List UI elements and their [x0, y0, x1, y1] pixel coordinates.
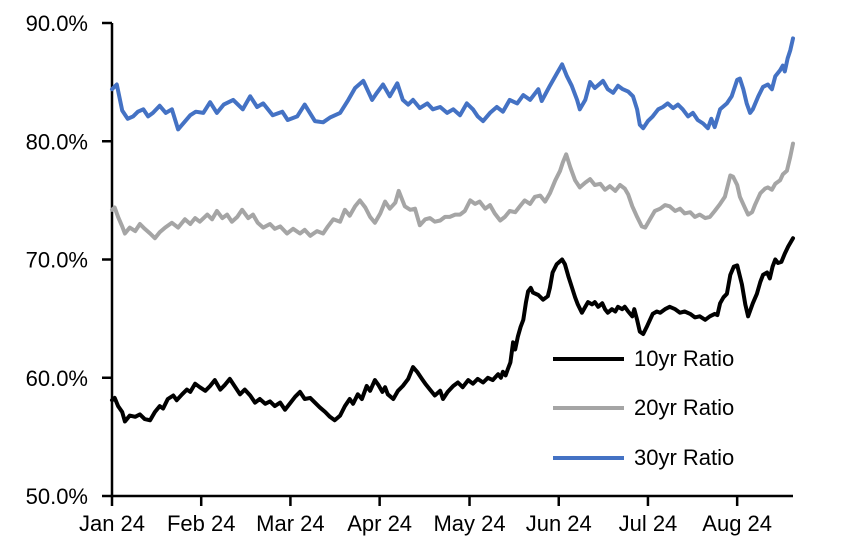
x-tick-label: Aug 24 — [702, 511, 772, 536]
x-tick-label: Apr 24 — [347, 511, 412, 536]
legend-item-20yr-ratio: 20yr Ratio — [553, 395, 734, 421]
legend-label-20yr: 20yr Ratio — [634, 395, 735, 420]
legend-line-swatch-30yr — [553, 456, 624, 460]
legend-item-30yr-ratio: 30yr Ratio — [553, 445, 734, 471]
legend-label-10yr: 10yr Ratio — [634, 346, 735, 371]
x-tick-label: May 24 — [433, 511, 505, 536]
legend-item-10yr-ratio: 10yr Ratio — [553, 346, 734, 372]
legend-line-swatch-20yr — [553, 406, 624, 410]
legend-label-30yr: 30yr Ratio — [634, 445, 735, 470]
series-line-20yr-ratio — [110, 141, 795, 241]
y-tick-label: 60.0% — [26, 366, 88, 391]
legend-line-swatch-10yr — [553, 357, 624, 361]
x-tick-label: Jan 24 — [79, 511, 145, 536]
x-tick-label: Mar 24 — [256, 511, 324, 536]
y-tick-label: 80.0% — [26, 129, 88, 154]
series-line-30yr-ratio — [110, 36, 795, 132]
y-tick-label: 50.0% — [26, 484, 88, 509]
x-tick-label: Feb 24 — [167, 511, 236, 536]
x-tick-label: Jun 24 — [526, 511, 592, 536]
x-tick-label: Jul 24 — [619, 511, 678, 536]
y-tick-label: 70.0% — [26, 248, 88, 273]
series-line-10yr-ratio — [110, 236, 795, 424]
y-tick-label: 90.0% — [26, 11, 88, 36]
